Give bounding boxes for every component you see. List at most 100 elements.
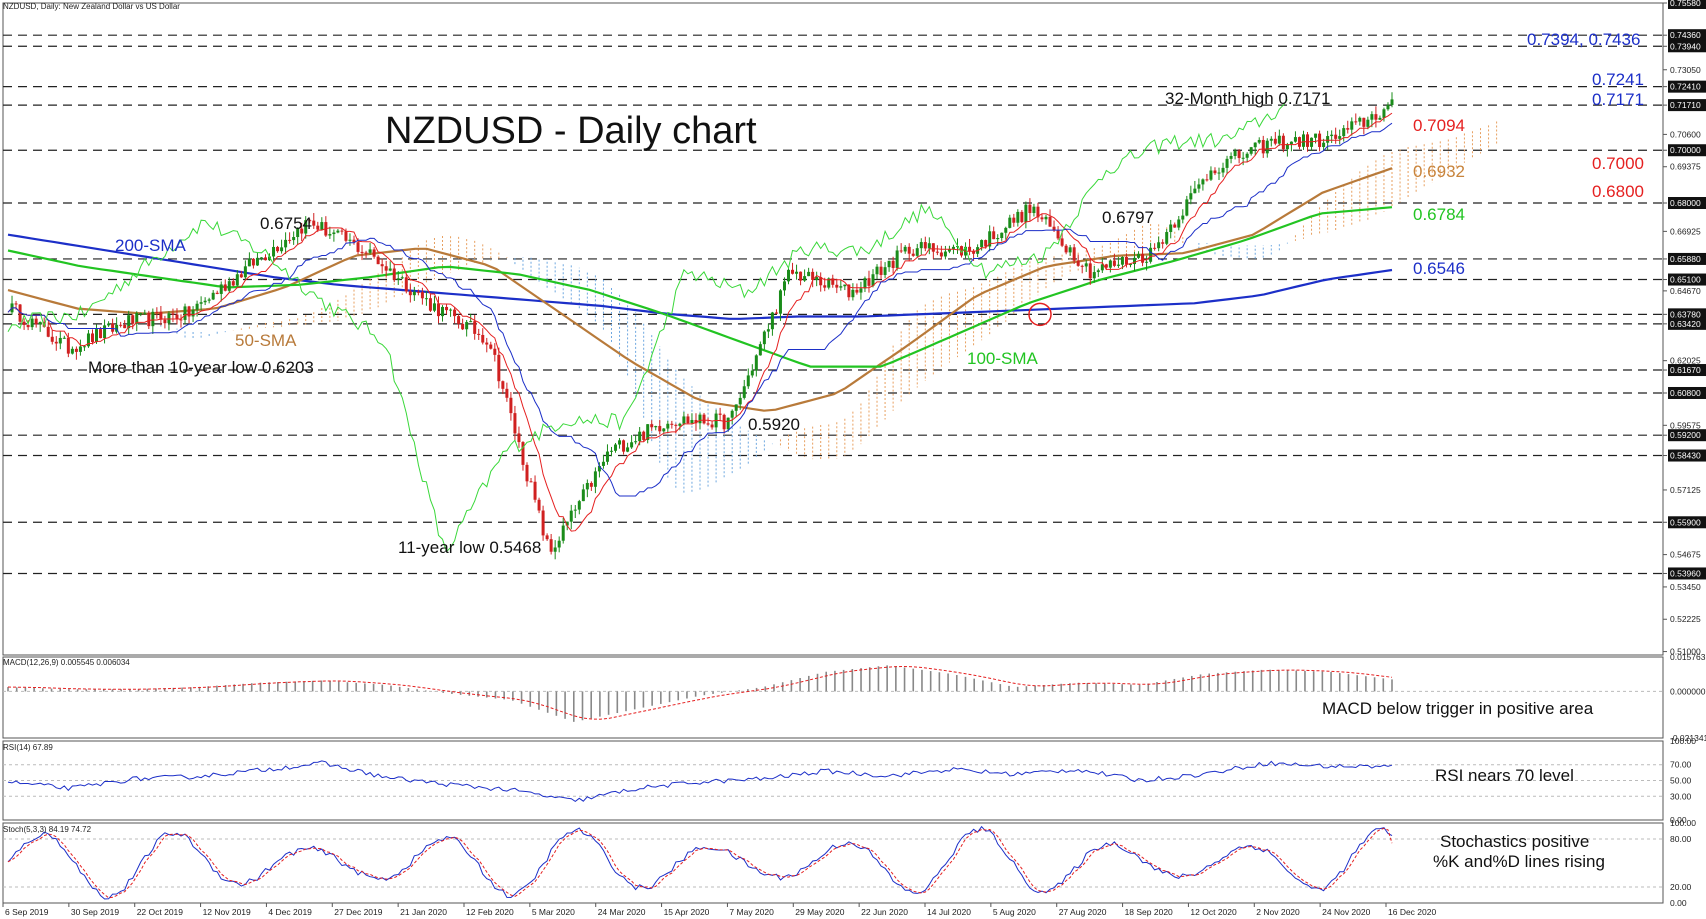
candle-body (662, 428, 666, 432)
candle-body (1092, 272, 1096, 279)
candle-body (517, 433, 521, 443)
price-tick-label: 0.54675 (1670, 550, 1701, 560)
candle-body (183, 306, 187, 320)
candle-body (509, 397, 513, 414)
candle-body (1060, 238, 1064, 246)
chart-title: NZDUSD - Daily chart (385, 110, 757, 152)
rsi-tick-label: 50.00 (1670, 776, 1692, 786)
candle-body (601, 461, 605, 466)
candle-body (1080, 265, 1084, 267)
candle-body (1153, 247, 1157, 249)
candle-body (658, 426, 662, 432)
candle-body (90, 333, 94, 343)
x-tick-label: 30 Sep 2019 (71, 907, 119, 917)
candle-body (1000, 232, 1004, 239)
candle-body (787, 269, 791, 282)
candle-body (730, 410, 734, 418)
candle-body (871, 274, 875, 286)
x-tick-label: 22 Oct 2019 (137, 907, 184, 917)
candle-body (1056, 230, 1060, 239)
candle-body (288, 239, 292, 241)
candle-body (815, 277, 819, 280)
candle-body (577, 501, 581, 510)
candle-body (340, 230, 344, 232)
x-tick-label: 27 Aug 2020 (1059, 907, 1107, 917)
price-tick-label: 0.62025 (1670, 356, 1701, 366)
candle-body (927, 243, 931, 249)
candle-body (742, 386, 746, 398)
candle-body (984, 240, 988, 247)
price-tick-label: 0.65880 (1670, 254, 1701, 264)
candle-body (1273, 138, 1277, 144)
candle-body (380, 264, 384, 267)
candle-body (1362, 117, 1366, 127)
candle-body (436, 303, 440, 317)
right-label-0-7241: 0.7241 (1592, 70, 1644, 89)
macd-header: MACD(12,26,9) 0.005545 0.006034 (3, 658, 130, 667)
candle-body (1165, 232, 1169, 244)
candle-body (167, 313, 171, 324)
candle-body (215, 292, 219, 294)
annotation-50-sma: 50-SMA (235, 331, 297, 350)
candle-body (525, 464, 529, 482)
candle-body (585, 482, 589, 490)
price-tick-bg (1668, 317, 1706, 330)
candle-body (1112, 260, 1116, 266)
candle-body (1297, 137, 1301, 147)
candle-body (988, 231, 992, 247)
candle-body (545, 535, 549, 540)
candle-body (1116, 264, 1120, 266)
candle-body (211, 292, 215, 300)
candle-body (811, 271, 815, 280)
x-tick-label: 5 Aug 2020 (993, 907, 1036, 917)
candle-body (493, 348, 497, 355)
candle-body (34, 318, 38, 325)
candle-body (1293, 137, 1297, 142)
candle-body (284, 239, 288, 248)
candle-body (1354, 121, 1358, 123)
price-tick-label: 0.53450 (1670, 582, 1701, 592)
candle-body (243, 266, 247, 278)
candle-body (408, 291, 412, 296)
ma-line-50-sma (7, 167, 1393, 412)
candle-body (78, 346, 82, 352)
candle-body (549, 539, 553, 552)
candle-body (231, 281, 235, 286)
candle-body (82, 346, 86, 348)
candle-body (1004, 227, 1008, 233)
candle-body (1314, 133, 1318, 138)
candle-body (706, 423, 710, 425)
candle-body (614, 444, 618, 451)
macd-signal-line (7, 665, 1393, 720)
candle-body (1249, 147, 1253, 154)
candle-body (453, 309, 457, 317)
price-tick-label: 0.57125 (1670, 485, 1701, 495)
candle-body (609, 450, 613, 452)
candle-body (38, 321, 42, 325)
candle-body (292, 237, 296, 241)
candle-body (859, 288, 863, 293)
candle-body (1310, 137, 1314, 147)
candle-body (155, 311, 159, 313)
candle-body (227, 281, 231, 291)
candle-body (1141, 253, 1145, 263)
candle-body (119, 324, 123, 326)
candle-body (263, 257, 267, 261)
candle-body (638, 431, 642, 442)
candle-body (308, 220, 312, 222)
candle-body (996, 238, 1000, 240)
candle-body (1350, 121, 1354, 130)
price-tick-bg (1668, 449, 1706, 462)
price-tick-label: 0.63420 (1670, 319, 1701, 329)
candle-body (1326, 136, 1330, 143)
candle-body (992, 231, 996, 240)
candle-body (272, 246, 276, 257)
annotation-11-year-low: 11-year low 0.5468 (398, 538, 542, 557)
candle-body (481, 334, 485, 343)
price-tick-bg (1668, 516, 1706, 529)
candle-body (1120, 256, 1124, 265)
candle-body (1068, 247, 1072, 253)
candle-body (1217, 172, 1221, 174)
x-tick-label: 12 Oct 2020 (1190, 907, 1237, 917)
candle-body (1177, 219, 1181, 228)
